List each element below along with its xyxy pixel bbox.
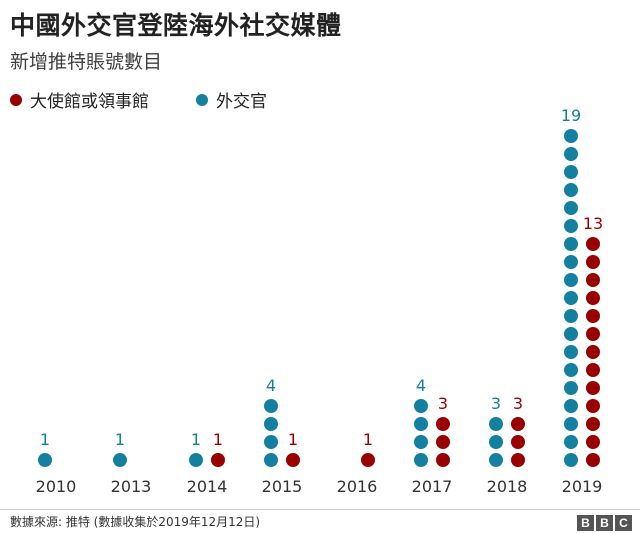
dot-2015-diplomat	[264, 435, 278, 449]
dot-2019-diplomat	[564, 327, 578, 341]
dot-2019-diplomat	[564, 381, 578, 395]
value-label-2013-diplomat: 1	[115, 430, 125, 449]
dot-2019-diplomat	[564, 363, 578, 377]
dot-2010-diplomat	[38, 453, 52, 467]
dot-2017-diplomat	[414, 435, 428, 449]
dot-2019-diplomat	[564, 255, 578, 269]
dot-2019-diplomat	[564, 147, 578, 161]
value-label-2018-embassy: 3	[513, 394, 523, 413]
dot-2019-diplomat	[564, 165, 578, 179]
dot-2019-diplomat	[564, 201, 578, 215]
dot-2017-embassy	[436, 435, 450, 449]
chart-title: 中國外交官登陸海外社交媒體	[10, 11, 342, 40]
dot-2019-diplomat	[564, 453, 578, 467]
dot-2019-embassy	[586, 417, 600, 431]
value-label-2010-diplomat: 1	[40, 430, 50, 449]
legend-item-embassy: 大使館或領事館	[10, 87, 149, 112]
legend-label-embassy: 大使館或領事館	[30, 92, 149, 112]
dot-2014-diplomat	[189, 453, 203, 467]
value-label-2014-diplomat: 1	[191, 430, 201, 449]
dot-2017-diplomat	[414, 417, 428, 431]
x-tick-label: 2015	[262, 477, 303, 496]
dot-2019-diplomat	[564, 417, 578, 431]
bbc-logo: B B C	[577, 515, 632, 531]
value-label-2017-embassy: 3	[438, 394, 448, 413]
dot-2018-embassy	[511, 453, 525, 467]
dot-2019-diplomat	[564, 345, 578, 359]
dot-2019-diplomat	[564, 129, 578, 143]
dot-2019-embassy	[586, 345, 600, 359]
dot-2019-diplomat	[564, 291, 578, 305]
value-label-2015-diplomat: 4	[266, 376, 276, 395]
dot-2019-embassy	[586, 381, 600, 395]
dot-2017-embassy	[436, 453, 450, 467]
dot-2014-embassy	[211, 453, 225, 467]
dot-2017-diplomat	[414, 399, 428, 413]
bbc-logo-letter: C	[615, 515, 632, 531]
dot-2019-diplomat	[564, 399, 578, 413]
value-label-2018-diplomat: 3	[491, 394, 501, 413]
dot-2019-embassy	[586, 435, 600, 449]
value-label-2019-diplomat: 19	[561, 106, 581, 125]
dot-2018-diplomat	[489, 453, 503, 467]
dot-2019-embassy	[586, 273, 600, 287]
dot-2019-diplomat	[564, 273, 578, 287]
x-tick-label: 2014	[187, 477, 228, 496]
dot-2018-diplomat	[489, 417, 503, 431]
legend-dot-diplomat	[196, 93, 208, 106]
value-label-2019-embassy: 13	[583, 214, 603, 233]
dot-2016-embassy	[361, 453, 375, 467]
dot-2015-diplomat	[264, 399, 278, 413]
footer-divider	[0, 509, 640, 510]
legend-label-diplomat: 外交官	[216, 92, 267, 112]
dot-2017-embassy	[436, 417, 450, 431]
x-tick-label: 2018	[487, 477, 528, 496]
bbc-logo-letter: B	[577, 515, 594, 531]
bbc-logo-letter: B	[596, 515, 613, 531]
dot-2019-embassy	[586, 291, 600, 305]
dot-2015-diplomat	[264, 453, 278, 467]
x-tick-label: 2013	[111, 477, 152, 496]
x-tick-label: 2016	[337, 477, 378, 496]
dot-2018-embassy	[511, 435, 525, 449]
dot-2019-embassy	[586, 399, 600, 413]
legend-item-diplomat: 外交官	[196, 87, 267, 112]
value-label-2016-embassy: 1	[363, 430, 373, 449]
source-note: 數據來源: 推特 (數據收集於2019年12月12日)	[10, 515, 261, 529]
dot-2019-embassy	[586, 309, 600, 323]
dot-2015-embassy	[286, 453, 300, 467]
dot-2015-diplomat	[264, 417, 278, 431]
dot-2018-embassy	[511, 417, 525, 431]
dot-2018-diplomat	[489, 435, 503, 449]
dot-2019-embassy	[586, 363, 600, 377]
dot-2019-diplomat	[564, 309, 578, 323]
dot-2013-diplomat	[113, 453, 127, 467]
dot-2019-diplomat	[564, 435, 578, 449]
chart-subtitle: 新增推特賬號數目	[10, 51, 163, 73]
dot-2019-embassy	[586, 453, 600, 467]
dot-2019-embassy	[586, 237, 600, 251]
x-tick-label: 2017	[412, 477, 453, 496]
dot-2019-diplomat	[564, 237, 578, 251]
x-tick-label: 2010	[36, 477, 77, 496]
dot-2019-diplomat	[564, 183, 578, 197]
value-label-2014-embassy: 1	[213, 430, 223, 449]
legend-dot-embassy	[10, 93, 22, 106]
dot-2019-diplomat	[564, 219, 578, 233]
dot-2019-embassy	[586, 327, 600, 341]
legend: 大使館或領事館 外交官	[10, 87, 410, 112]
dot-2017-diplomat	[414, 453, 428, 467]
x-tick-label: 2019	[562, 477, 603, 496]
value-label-2015-embassy: 1	[288, 430, 298, 449]
dot-2019-embassy	[586, 255, 600, 269]
value-label-2017-diplomat: 4	[416, 376, 426, 395]
